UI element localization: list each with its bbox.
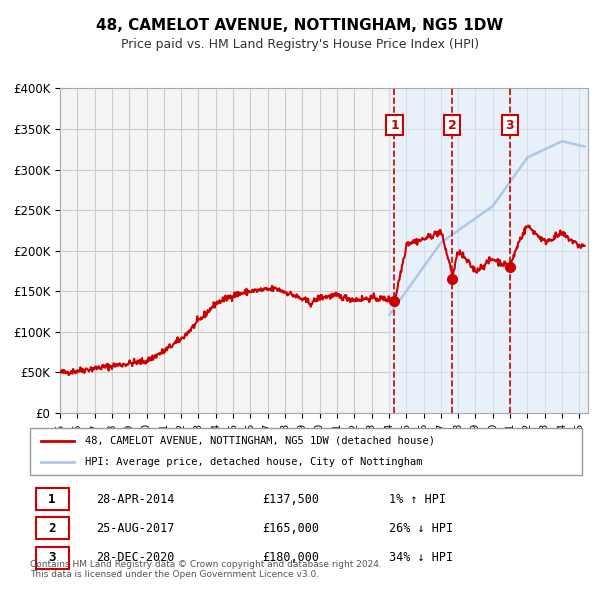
Text: 2: 2 xyxy=(448,119,457,132)
Text: 28-APR-2014: 28-APR-2014 xyxy=(96,493,175,506)
Text: 48, CAMELOT AVENUE, NOTTINGHAM, NG5 1DW (detached house): 48, CAMELOT AVENUE, NOTTINGHAM, NG5 1DW … xyxy=(85,436,435,446)
FancyBboxPatch shape xyxy=(35,547,68,569)
Text: 2: 2 xyxy=(49,522,56,535)
Text: 26% ↓ HPI: 26% ↓ HPI xyxy=(389,522,453,535)
Text: Price paid vs. HM Land Registry's House Price Index (HPI): Price paid vs. HM Land Registry's House … xyxy=(121,38,479,51)
Bar xyxy=(389,88,588,413)
Text: 34% ↓ HPI: 34% ↓ HPI xyxy=(389,551,453,564)
FancyBboxPatch shape xyxy=(35,517,68,539)
Text: £137,500: £137,500 xyxy=(262,493,319,506)
Text: 25-AUG-2017: 25-AUG-2017 xyxy=(96,522,175,535)
Text: 48, CAMELOT AVENUE, NOTTINGHAM, NG5 1DW: 48, CAMELOT AVENUE, NOTTINGHAM, NG5 1DW xyxy=(97,18,503,32)
Text: 1: 1 xyxy=(390,119,399,132)
Text: HPI: Average price, detached house, City of Nottingham: HPI: Average price, detached house, City… xyxy=(85,457,422,467)
Text: 1% ↑ HPI: 1% ↑ HPI xyxy=(389,493,446,506)
FancyBboxPatch shape xyxy=(35,488,68,510)
Text: 28-DEC-2020: 28-DEC-2020 xyxy=(96,551,175,564)
FancyBboxPatch shape xyxy=(30,428,582,475)
Text: 3: 3 xyxy=(49,551,56,564)
Text: £180,000: £180,000 xyxy=(262,551,319,564)
Text: £165,000: £165,000 xyxy=(262,522,319,535)
Text: Contains HM Land Registry data © Crown copyright and database right 2024.
This d: Contains HM Land Registry data © Crown c… xyxy=(30,560,382,579)
Text: 1: 1 xyxy=(49,493,56,506)
Text: 3: 3 xyxy=(506,119,514,132)
